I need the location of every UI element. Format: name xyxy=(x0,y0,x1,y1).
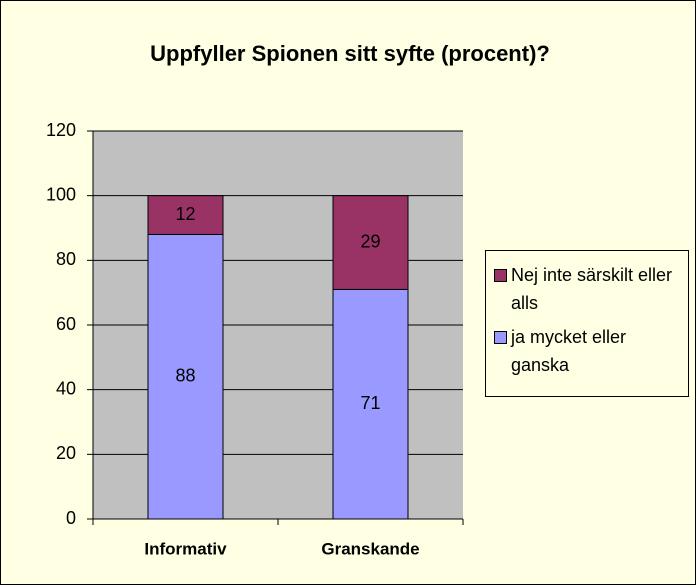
legend-label: ja mycket eller ganska xyxy=(511,327,627,375)
y-tick-label: 0 xyxy=(66,508,76,528)
legend-label: Nej inte särskilt eller alls xyxy=(511,265,673,313)
data-label: 29 xyxy=(360,231,380,251)
chart-title: Uppfyller Spionen sitt syfte (procent)? xyxy=(150,41,550,66)
y-tick-label: 80 xyxy=(56,249,76,269)
y-tick-label: 20 xyxy=(56,443,76,463)
legend-entry: Nej inte särskilt eller alls xyxy=(494,261,682,317)
legend-swatch xyxy=(494,269,507,282)
bar-segment xyxy=(332,288,409,520)
x-tick-label: Granskande xyxy=(321,539,419,558)
y-tick-label: 120 xyxy=(46,120,76,140)
y-tick-label: 60 xyxy=(56,314,76,334)
bar-segment xyxy=(332,195,409,290)
y-tick-label: 100 xyxy=(46,184,76,204)
data-label: 71 xyxy=(360,393,380,413)
data-label: 12 xyxy=(175,204,195,224)
legend-swatch xyxy=(494,331,507,344)
bar-segment xyxy=(147,233,224,520)
bar-segment xyxy=(147,195,224,235)
legend: Nej inte särskilt eller alls ja mycket el… xyxy=(485,250,689,397)
data-label: 88 xyxy=(175,365,195,385)
legend-entry: ja mycket eller ganska xyxy=(494,323,682,379)
y-tick-label: 40 xyxy=(56,378,76,398)
x-tick-label: Informativ xyxy=(144,539,227,558)
